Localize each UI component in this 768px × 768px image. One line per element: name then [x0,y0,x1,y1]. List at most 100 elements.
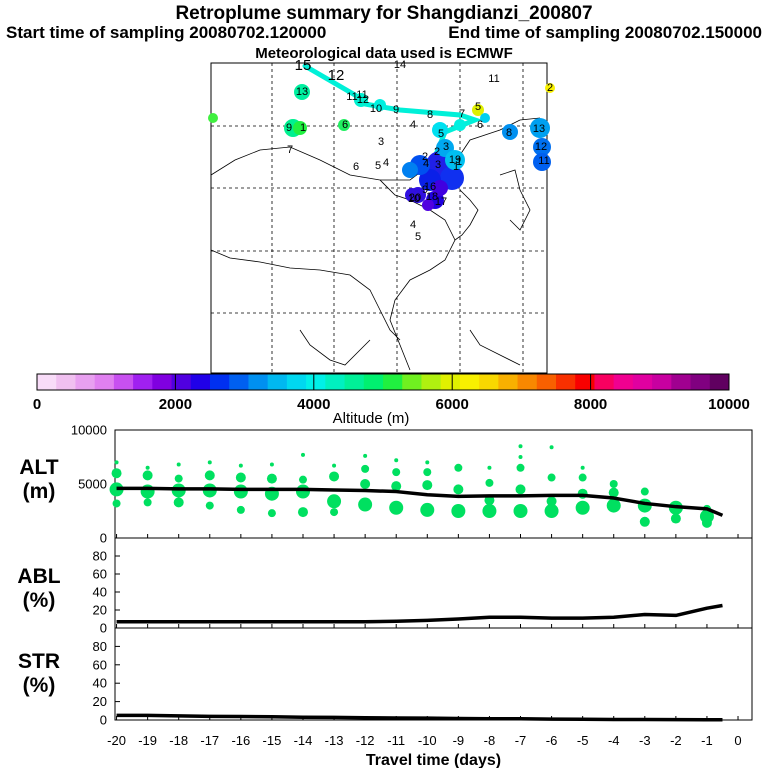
x-tick-label: -7 [515,733,527,748]
colorbar-cell [440,374,461,390]
altitude-cluster-point [329,471,340,482]
colorbar-cell [325,374,346,390]
altitude-cluster-point [111,468,122,479]
colorbar-cell [75,374,96,390]
trajectory-point [294,84,310,100]
trajectory-label: 1 [456,156,462,168]
chart-title: Retroplume summary for Shangdianzi_20080… [175,3,593,24]
trajectory-label: 12 [535,141,547,153]
trajectory-point [338,119,350,131]
trajectory-label: 15 [295,57,312,74]
altitude-cluster-point [176,462,181,467]
y-tick-label: 10000 [71,423,107,438]
altitude-cluster-point [205,501,214,510]
trajectory-point [533,153,551,171]
colorbar-cell [56,374,76,390]
x-tick-label: -3 [639,733,651,748]
trajectory-label: 4 [383,157,389,169]
colorbar-cell [421,374,442,390]
trajectory-label: 5 [415,231,421,243]
y-tick-label: 0 [100,531,107,546]
colorbar-cell [671,374,692,390]
altitude-cluster-point [516,463,525,472]
y-tick-label: 80 [93,639,107,654]
trajectory-point [293,121,307,135]
altitude-cluster-point [235,472,246,483]
trajectory-point [432,122,448,138]
altitude-cluster-point [639,516,650,527]
altitude-cluster-point [297,507,308,518]
altitude-cluster-point [578,473,587,482]
altitude-cluster-point [204,470,215,481]
colorbar-cell [536,374,557,390]
trajectory-label: 3 [435,159,441,171]
y-tick-label: 40 [93,585,107,600]
trajectory-point [454,119,466,131]
altitude-cluster-point [114,460,119,465]
trajectory-label: 11 [346,91,357,103]
colorbar-cell [229,374,249,390]
altitude-cluster-point [484,495,495,506]
altitude-cluster-point [330,508,339,517]
trajectory-label: 5 [475,101,481,113]
colorbar-cell [594,374,615,390]
altitude-cluster-point [358,497,373,512]
trajectory-label: 4 [410,219,416,231]
colorbar-cell [498,374,519,390]
trajectory-label: 14 [394,59,406,71]
colorbar-tick-label: 10000 [708,396,750,413]
trajectory-label: 10 [408,193,420,205]
y-tick-label: 20 [93,603,107,618]
x-tick-label: -16 [231,733,250,748]
colorbar-label: Altitude (m) [333,410,410,427]
colorbar-cell [363,374,384,390]
altitude-cluster-point [515,484,526,495]
colorbar-cell [306,374,326,390]
trajectory-point [480,113,490,123]
trajectory-label: 12 [357,94,369,106]
altitude-cluster-point [143,498,152,507]
colorbar-cell [517,374,538,390]
x-tick-label: -11 [387,733,405,748]
altitude-cluster-point [482,504,497,518]
altitude-cluster-point [363,453,368,458]
altitude-cluster-point [609,480,618,488]
trajectory-point [472,104,484,116]
altitude-cluster-point [420,502,435,517]
trajectory-point [208,113,218,123]
trajectory-label: 4 [423,158,429,170]
x-tick-label: -2 [670,733,682,748]
trajectory-label: 13 [533,123,545,135]
altitude-cluster-point [547,473,556,482]
colorbar-cell [652,374,672,390]
x-tick-label: -10 [418,733,437,748]
x-tick-label: -15 [263,733,282,748]
x-tick-label: 0 [734,733,741,748]
x-tick-label: -9 [453,733,465,748]
altitude-cluster-point [269,462,274,467]
start-time: Start time of sampling 20080702.120000 [6,23,327,42]
altitude-cluster-point [513,504,528,518]
colorbar-cell [94,374,115,390]
x-tick-label: -6 [546,733,558,748]
colorbar-cell [459,374,480,390]
panel-frame [114,627,753,721]
altitude-cluster-point [266,473,277,484]
altitude-cluster-point [518,455,523,459]
trajectory-point [533,138,551,156]
trajectory-label: 9 [286,122,292,134]
trajectory-label: 3 [378,136,384,148]
colorbar-cell [402,374,422,390]
altitude-cluster-point [701,517,712,528]
trajectory-label: 2 [547,82,553,94]
trajectory-point [545,83,555,93]
trajectory-label: 11 [488,73,499,85]
colorbar-cell [267,374,288,390]
trajectory-label: 6 [477,119,483,131]
colorbar-ticks: 0 2000 4000 6000 8000 10000 [33,374,750,413]
trajectory-label: 2 [434,146,440,158]
colorbar-cell [632,374,653,390]
trajectory-label: 6 [342,119,348,131]
